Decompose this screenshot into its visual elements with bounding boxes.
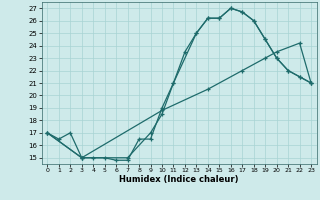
X-axis label: Humidex (Indice chaleur): Humidex (Indice chaleur) <box>119 175 239 184</box>
